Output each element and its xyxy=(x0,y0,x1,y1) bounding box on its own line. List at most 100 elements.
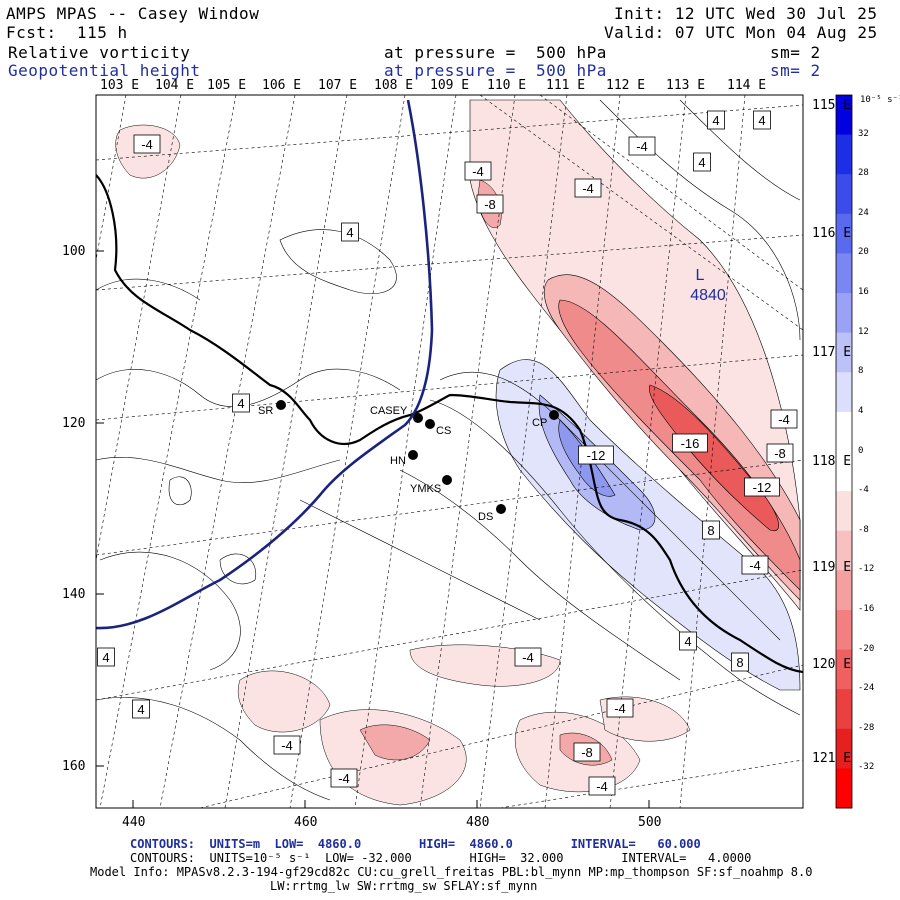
colorbar-swatch xyxy=(836,530,852,571)
lon-label-top: 104 E xyxy=(155,78,195,93)
station-dot[interactable] xyxy=(425,419,435,429)
colorbar-label: -24 xyxy=(858,683,875,694)
init-time: Init: 12 UTC Wed 30 Jul 25 xyxy=(614,4,878,23)
field2-name: Geopotential height xyxy=(8,61,201,80)
model-info: Model Info: MPASv8.2.3-194-gf29cd82c CU:… xyxy=(90,865,813,879)
lon-label-top: 107 E xyxy=(318,78,358,93)
contour-label-box xyxy=(672,433,708,453)
height-contour-info: CONTOURS: UNITS=m LOW= 4860.0 HIGH= 4860… xyxy=(130,837,701,851)
contour-label: 4 xyxy=(712,113,719,128)
lon-label-top: 112 E xyxy=(606,78,646,93)
station-label: DS xyxy=(478,511,493,523)
model-info-physics: LW:rrtmg_lw SW:rrtmg_sw SFLAY:sf_mynn xyxy=(270,879,538,893)
lon-label-top: 109 E xyxy=(430,78,470,93)
field1-name: Relative vorticity xyxy=(8,43,191,62)
y-tick-label: 100 xyxy=(62,244,86,259)
station-dot[interactable] xyxy=(549,410,559,420)
map-title: AMPS MPAS -- Casey Window xyxy=(6,4,260,23)
colorbar-swatch xyxy=(836,491,852,532)
contour-label-box xyxy=(702,520,720,540)
y-tick-label: 120 xyxy=(62,416,86,431)
contour-label: -12 xyxy=(753,480,772,495)
contour-label: 4 xyxy=(698,155,705,170)
contour-label-box xyxy=(514,647,542,667)
contour-label: -4 xyxy=(472,164,484,179)
station-dot[interactable] xyxy=(276,400,286,410)
contour-label: -4 xyxy=(596,779,608,794)
contour-label: 4 xyxy=(346,225,353,240)
colorbar-swatch xyxy=(836,649,852,690)
lon-label-right: 116 E xyxy=(812,226,852,241)
contour-label-box xyxy=(464,161,492,181)
field1-smoothing: sm= 2 xyxy=(770,43,821,62)
contour-label-box xyxy=(731,652,749,672)
x-tick-label: 440 xyxy=(122,815,146,830)
lon-label-top: 108 E xyxy=(374,78,414,93)
colorbar-label: -4 xyxy=(858,485,869,496)
contour-label-box xyxy=(232,393,250,413)
graticule xyxy=(96,95,803,808)
contour-label: -4 xyxy=(522,650,534,665)
contour-label-box xyxy=(132,699,150,719)
colorbar-swatch xyxy=(836,293,852,334)
lon-label-top: 110 E xyxy=(487,78,527,93)
lon-label-top: 105 E xyxy=(207,78,247,93)
geopotential-height-contour xyxy=(96,99,434,630)
lon-label-top: 106 E xyxy=(262,78,302,93)
contour-label: 4 xyxy=(237,396,244,411)
colorbar-label: 16 xyxy=(858,287,869,298)
station-label: CP xyxy=(532,417,547,429)
contour-label-box xyxy=(330,768,358,788)
contour-label: 4 xyxy=(137,702,144,717)
colorbar-label: 0 xyxy=(858,445,864,456)
plot-frame xyxy=(95,94,804,809)
colorbar-swatch xyxy=(836,411,852,452)
contour-label: -4 xyxy=(636,139,648,154)
contour-label-box xyxy=(753,110,771,130)
stations: SR CASEY CS CP HN YMKS DS xyxy=(258,400,559,523)
contour-labels: -4 -4 -4 -8 4 4 4 -4 4 -4 -12 -16 -8 -4 -12 8 4 4 8 -4 4 4 -4 -… xyxy=(97,110,798,796)
contour-label: -8 xyxy=(774,446,786,461)
station-label: CS xyxy=(436,425,451,437)
colorbar-label: 28 xyxy=(858,168,869,179)
forecast-hour: Fcst: 115 h xyxy=(6,23,128,42)
colorbar-label: -20 xyxy=(858,643,875,654)
station-label: YMKS xyxy=(410,483,441,495)
contour-label-box xyxy=(766,443,794,463)
contour-label-box xyxy=(578,445,614,465)
colorbar-swatch xyxy=(836,332,852,373)
lon-label-top: 113 E xyxy=(666,78,706,93)
colorbar-swatch xyxy=(836,768,852,809)
contour-label: -4 xyxy=(338,771,350,786)
contour-label: -4 xyxy=(582,181,594,196)
contour-label: 4 xyxy=(102,650,109,665)
coastline xyxy=(96,174,803,674)
contour-label-box xyxy=(341,222,359,242)
contour-label-box xyxy=(573,742,601,762)
colorbar-swatch xyxy=(836,451,852,492)
vorticity-shading xyxy=(96,99,801,806)
contour-label: -16 xyxy=(681,436,700,451)
contour-label-box xyxy=(741,555,769,575)
contour-label: -4 xyxy=(749,558,761,573)
colorbar-label: 8 xyxy=(858,366,864,377)
station-dot[interactable] xyxy=(442,475,452,485)
y-tick-label: 160 xyxy=(62,759,86,774)
station-dot[interactable] xyxy=(413,413,423,423)
contour-label-box xyxy=(133,134,161,154)
field1-level: at pressure = 500 hPa xyxy=(384,43,607,62)
colorbar-label: -12 xyxy=(858,564,875,575)
station-dot[interactable] xyxy=(408,450,418,460)
axis-ticks xyxy=(96,250,650,808)
contour-label: -4 xyxy=(141,137,153,152)
station-dot[interactable] xyxy=(496,504,506,514)
colorbar-label: 20 xyxy=(858,247,869,258)
contour-label: 4 xyxy=(758,113,765,128)
colorbar xyxy=(836,95,852,809)
station-label: HN xyxy=(390,455,406,467)
contour-label: 8 xyxy=(707,523,714,538)
vorticity-contour-info: CONTOURS: UNITS=10⁻⁵ s⁻¹ LOW= -32.000 HI… xyxy=(130,851,752,865)
colorbar-label: -28 xyxy=(858,722,875,733)
contour-label: -4 xyxy=(281,738,293,753)
